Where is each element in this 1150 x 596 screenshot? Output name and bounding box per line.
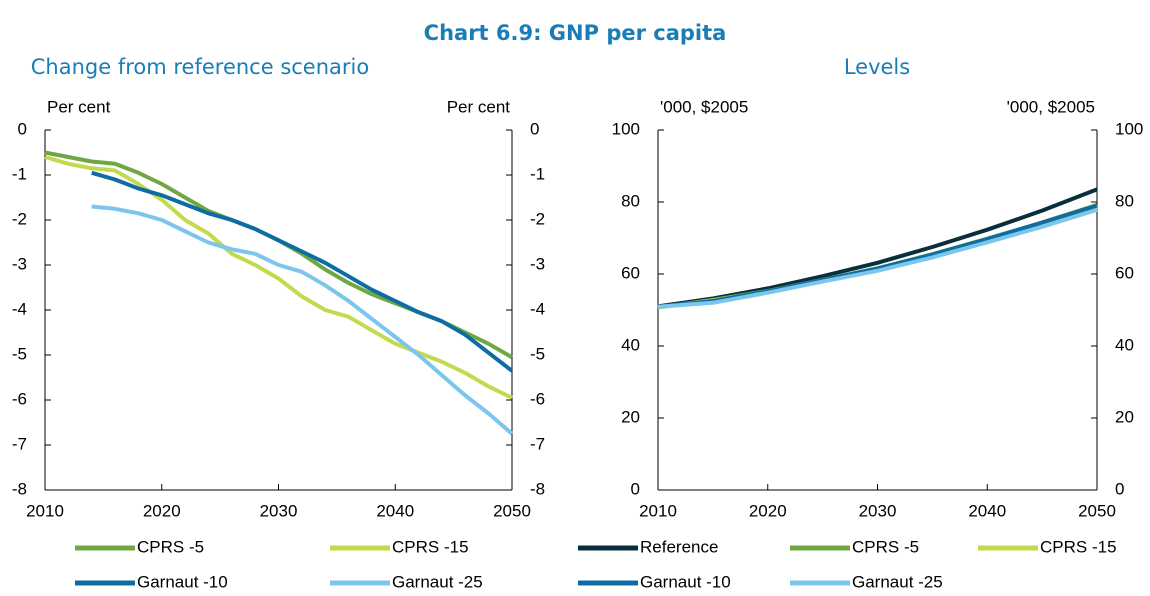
legend-label: CPRS -5: [852, 537, 919, 556]
legend-label: CPRS -5: [137, 537, 204, 556]
y2-tick-label: 80: [1115, 191, 1134, 210]
y-tick-label: 0: [631, 479, 640, 498]
y-tick-label: 0: [18, 119, 27, 138]
chart-subtitle: Levels: [844, 55, 910, 79]
series-line: [657, 187, 1098, 309]
chart-subtitle: Change from reference scenario: [31, 55, 369, 79]
y2-tick-label: -8: [530, 479, 545, 498]
y-axis-label: '000, $2005: [660, 97, 748, 116]
y-tick-label: 60: [621, 263, 640, 282]
y2-tick-label: 60: [1115, 263, 1134, 282]
legend-label: Garnaut -10: [640, 572, 731, 591]
x-tick-label: 2010: [639, 501, 677, 520]
x-tick-label: 2030: [260, 501, 298, 520]
x-tick-label: 2030: [859, 501, 897, 520]
y-tick-label: -2: [12, 209, 27, 228]
y-tick-label: -7: [12, 434, 27, 453]
y-tick-label: -1: [12, 164, 27, 183]
x-tick-label: 2050: [1078, 501, 1116, 520]
y-tick-label: -6: [12, 389, 27, 408]
y-tick-label: -3: [12, 254, 27, 273]
y2-tick-label: -1: [530, 164, 545, 183]
legend-label: CPRS -15: [1040, 537, 1117, 556]
y-axis-label: Per cent: [47, 97, 111, 116]
page-title: Chart 6.9: GNP per capita: [424, 21, 727, 45]
legend-label: Garnaut -25: [392, 572, 483, 591]
series-line: [91, 204, 514, 436]
x-tick-label: 2040: [968, 501, 1006, 520]
y2-tick-label: 100: [1115, 119, 1143, 138]
series-line: [657, 207, 1098, 309]
x-tick-label: 2020: [143, 501, 181, 520]
y-tick-label: 100: [612, 119, 640, 138]
legend-label: Garnaut -10: [137, 572, 228, 591]
y-tick-label: 80: [621, 191, 640, 210]
y2-tick-label: -5: [530, 344, 545, 363]
series-line: [44, 155, 513, 400]
y2-tick-label: 40: [1115, 335, 1134, 354]
x-tick-label: 2010: [26, 501, 64, 520]
series-line: [44, 150, 513, 360]
y2-tick-label: 0: [530, 119, 539, 138]
y2-tick-label: -3: [530, 254, 545, 273]
y2-tick-label: -7: [530, 434, 545, 453]
series-line: [657, 203, 1098, 309]
series-line: [91, 170, 514, 373]
y2-tick-label: 20: [1115, 407, 1134, 426]
y-tick-label: 40: [621, 335, 640, 354]
y2-axis-label: '000, $2005: [1007, 97, 1095, 116]
y-tick-label: -8: [12, 479, 27, 498]
x-tick-label: 2020: [749, 501, 787, 520]
legend-label: Reference: [640, 537, 718, 556]
y-tick-label: -4: [12, 299, 27, 318]
y2-axis-label: Per cent: [447, 97, 511, 116]
series-line: [657, 205, 1098, 310]
y-tick-label: -5: [12, 344, 27, 363]
x-tick-label: 2040: [376, 501, 414, 520]
series-line: [657, 202, 1098, 310]
x-tick-label: 2050: [493, 501, 531, 520]
y2-tick-label: 0: [1115, 479, 1124, 498]
y2-tick-label: -4: [530, 299, 545, 318]
y2-tick-label: -2: [530, 209, 545, 228]
legend-label: Garnaut -25: [852, 572, 943, 591]
y-tick-label: 20: [621, 407, 640, 426]
legend-label: CPRS -15: [392, 537, 469, 556]
y2-tick-label: -6: [530, 389, 545, 408]
